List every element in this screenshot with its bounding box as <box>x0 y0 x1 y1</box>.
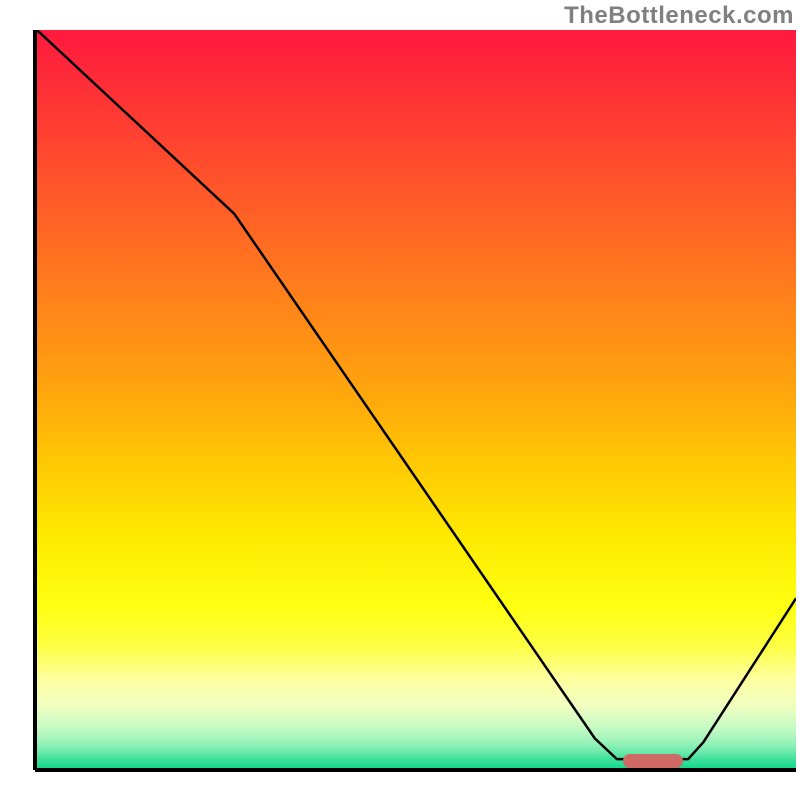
optimal-marker <box>623 754 683 768</box>
bottleneck-curve <box>37 30 796 759</box>
curve-overlay <box>37 30 796 768</box>
watermark-text: TheBottleneck.com <box>564 2 794 30</box>
chart-canvas: TheBottleneck.com <box>0 0 800 800</box>
plot-area <box>37 30 796 768</box>
